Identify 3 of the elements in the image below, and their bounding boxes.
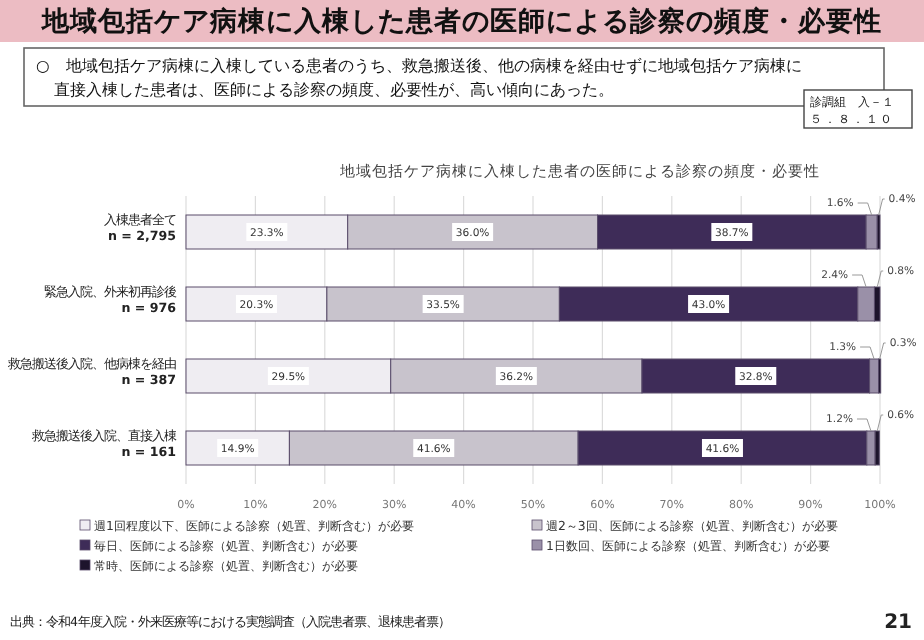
text: 21 [884,612,913,634]
bar [874,430,880,466]
chart-title: 地域包括ケア病棟に入棟した患者の医師による診察の頻度・必要性 [40,4,882,38]
